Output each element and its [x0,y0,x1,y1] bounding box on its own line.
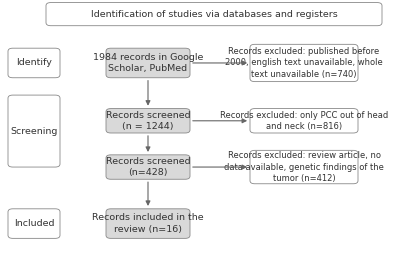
Text: Records screened
(n=428): Records screened (n=428) [106,157,190,177]
FancyBboxPatch shape [106,209,190,238]
FancyBboxPatch shape [106,155,190,179]
Text: Records screened
(n = 1244): Records screened (n = 1244) [106,111,190,131]
FancyBboxPatch shape [8,95,60,167]
FancyBboxPatch shape [8,209,60,238]
FancyBboxPatch shape [250,44,358,82]
Text: Included: Included [14,219,54,228]
Text: Identify: Identify [16,58,52,68]
Text: Records excluded: published before
2000, english text unavailable, whole
text un: Records excluded: published before 2000,… [225,47,383,79]
Text: Records excluded: review article, no
data available, genetic findings of the
tum: Records excluded: review article, no dat… [224,151,384,183]
Text: Records excluded: only PCC out of head
and neck (n=816): Records excluded: only PCC out of head a… [220,111,388,131]
Text: 1984 records in Google
Scholar, PubMed: 1984 records in Google Scholar, PubMed [93,53,203,73]
FancyBboxPatch shape [250,108,358,133]
FancyBboxPatch shape [8,48,60,78]
Text: Records included in the
review (n=16): Records included in the review (n=16) [92,213,204,234]
FancyBboxPatch shape [106,48,190,78]
FancyBboxPatch shape [46,3,382,26]
FancyBboxPatch shape [250,150,358,184]
Text: Screening: Screening [10,126,58,136]
FancyBboxPatch shape [106,108,190,133]
Text: Identification of studies via databases and registers: Identification of studies via databases … [91,10,337,19]
